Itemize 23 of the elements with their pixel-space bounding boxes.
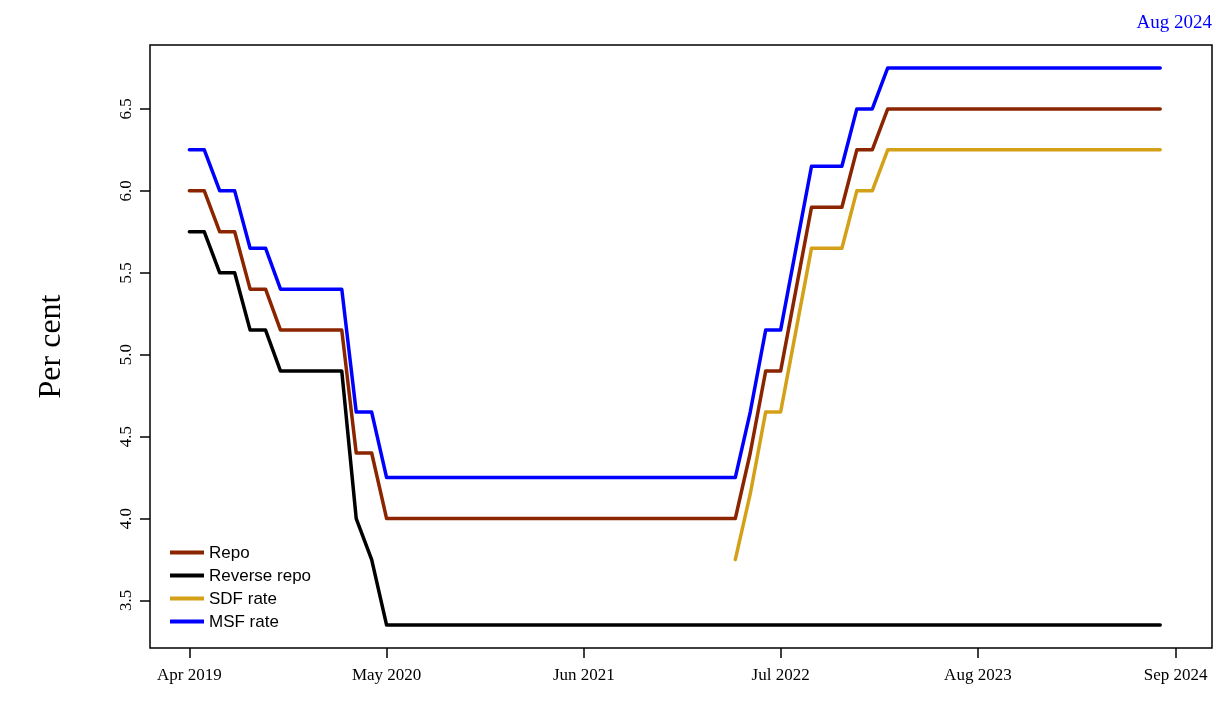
x-tick-label: Jul 2022 [751,665,810,684]
legend-label: MSF rate [209,612,279,631]
x-tick-label: May 2020 [351,665,422,684]
legend-label: Reverse repo [209,566,312,585]
x-tick-label: Sep 2024 [1143,665,1209,684]
line-series [733,148,1162,562]
legend-label: Repo [209,543,250,562]
line-series [187,230,1162,627]
x-tick-label: Apr 2019 [157,665,222,684]
x-tick-label: Aug 2023 [944,665,1012,684]
line-series [187,66,1162,480]
y-tick-label: 4.0 [116,507,135,530]
y-tick-label: 4.5 [116,426,135,448]
y-tick-label: 6.0 [116,180,135,202]
legend-label: SDF rate [209,589,278,608]
y-tick-label: 3.5 [116,589,135,612]
y-axis-title: Per cent [31,294,67,399]
text: Aug 2024 [1136,11,1213,32]
y-tick-label: 6.5 [116,98,135,120]
y-tick-label: 5.0 [116,344,135,366]
line-series [187,107,1162,521]
y-tick-label: 5.5 [116,262,135,284]
x-tick-label: Jun 2021 [552,665,615,684]
